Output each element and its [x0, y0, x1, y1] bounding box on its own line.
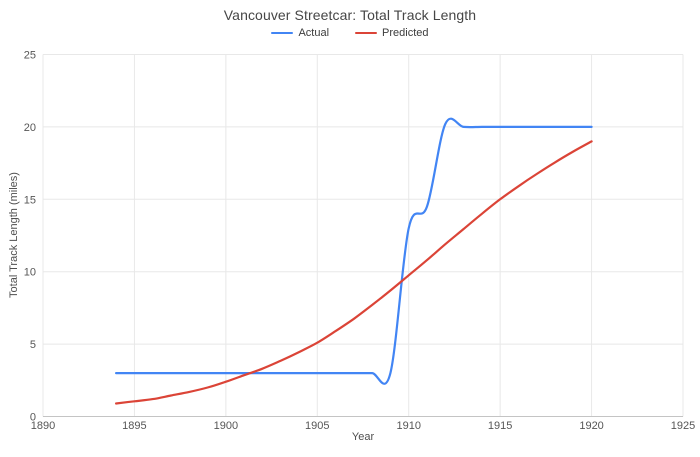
x-tick-label: 1895	[122, 420, 146, 432]
x-tick-label: 1925	[671, 420, 695, 432]
x-tick-label: 1890	[31, 420, 55, 432]
legend-item-actual: Actual	[271, 27, 329, 39]
y-tick-label: 0	[30, 412, 36, 424]
legend-line-swatch	[271, 31, 294, 35]
x-tick-label: 1915	[488, 420, 512, 432]
series-line-predicted[interactable]	[115, 140, 593, 405]
x-axis-title: Year	[351, 431, 375, 443]
x-tick-label: 1900	[214, 420, 238, 432]
y-axis-title: Total Track Length (miles)	[8, 172, 20, 298]
series-line-actual[interactable]	[115, 117, 593, 385]
y-tick-label: 10	[24, 267, 36, 279]
legend-line-swatch	[355, 31, 378, 35]
y-tick-label: 5	[30, 339, 36, 351]
y-tick-label: 20	[24, 122, 36, 134]
legend: Actual Predicted	[0, 27, 700, 39]
legend-label: Actual	[298, 27, 330, 39]
y-tick-label: 25	[24, 50, 36, 62]
y-tick-label: 15	[24, 194, 36, 206]
chart-title: Vancouver Streetcar: Total Track Length	[223, 7, 477, 23]
x-tick-label: 1905	[305, 420, 329, 432]
legend-label: Predicted	[382, 27, 429, 39]
x-tick-label: 1920	[579, 420, 603, 432]
legend-item-predicted: Predicted	[355, 27, 429, 39]
x-tick-label: 1910	[396, 420, 420, 432]
